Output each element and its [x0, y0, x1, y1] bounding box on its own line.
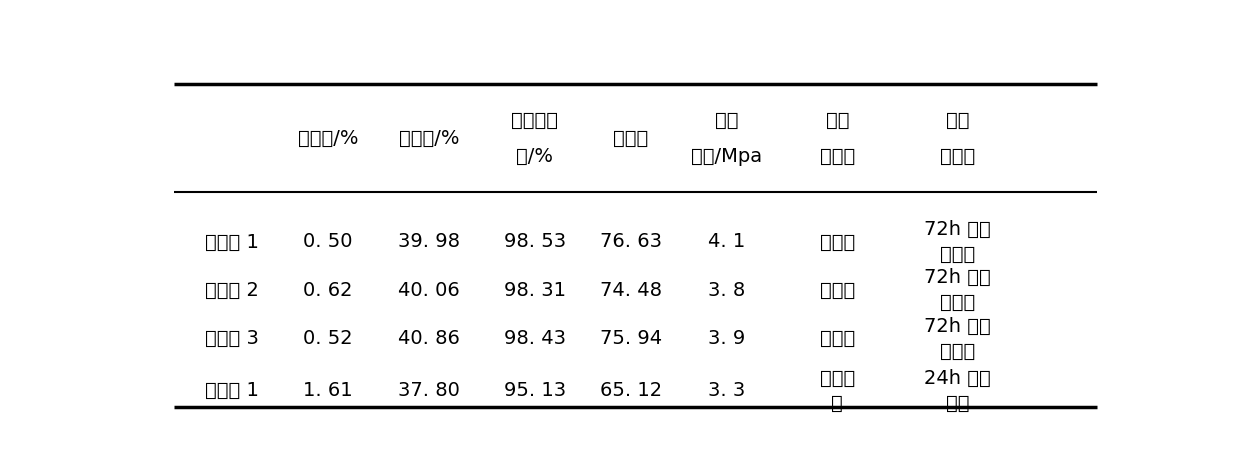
- Text: 3. 3: 3. 3: [708, 381, 745, 400]
- Text: 98. 43: 98. 43: [503, 329, 565, 348]
- Text: 强度/Mpa: 强度/Mpa: [691, 146, 763, 166]
- Text: 0. 50: 0. 50: [304, 232, 352, 252]
- Text: 无分层: 无分层: [820, 329, 854, 348]
- Text: 率/%: 率/%: [516, 146, 553, 166]
- Text: 72h 无明
显变化: 72h 无明 显变化: [924, 220, 991, 264]
- Text: 凝胶率/%: 凝胶率/%: [298, 129, 358, 148]
- Text: 75. 94: 75. 94: [600, 329, 662, 348]
- Text: 24h 分层
沉淀: 24h 分层 沉淀: [924, 369, 991, 412]
- Text: 0. 62: 0. 62: [304, 281, 352, 300]
- Text: 拉伸: 拉伸: [715, 111, 739, 130]
- Text: 无分层: 无分层: [820, 232, 854, 252]
- Text: 98. 53: 98. 53: [503, 232, 565, 252]
- Text: 72h 无明
显变化: 72h 无明 显变化: [924, 268, 991, 312]
- Text: 40. 86: 40. 86: [398, 329, 460, 348]
- Text: 实施例 2: 实施例 2: [205, 281, 259, 300]
- Text: 少量沉
淀: 少量沉 淀: [820, 369, 854, 412]
- Text: 37. 80: 37. 80: [398, 381, 460, 400]
- Text: 76. 63: 76. 63: [600, 232, 662, 252]
- Text: 3. 8: 3. 8: [708, 281, 745, 300]
- Text: 0. 52: 0. 52: [303, 329, 353, 348]
- Text: 98. 31: 98. 31: [503, 281, 565, 300]
- Text: 实施例 3: 实施例 3: [205, 329, 259, 348]
- Text: 接触角: 接触角: [613, 129, 649, 148]
- Text: 实施例 1: 实施例 1: [205, 232, 259, 252]
- Text: 稳定性: 稳定性: [820, 146, 854, 166]
- Text: 比较例 1: 比较例 1: [205, 381, 259, 400]
- Text: 无分层: 无分层: [820, 281, 854, 300]
- Text: 单体转化: 单体转化: [511, 111, 558, 130]
- Text: 74. 48: 74. 48: [600, 281, 662, 300]
- Text: 1. 61: 1. 61: [303, 381, 353, 400]
- Text: 40. 06: 40. 06: [398, 281, 460, 300]
- Text: 95. 13: 95. 13: [503, 381, 565, 400]
- Text: 离心: 离心: [826, 111, 849, 130]
- Text: 化学: 化学: [946, 111, 970, 130]
- Text: 72h 无明
显变化: 72h 无明 显变化: [924, 317, 991, 361]
- Text: 3. 9: 3. 9: [708, 329, 745, 348]
- Text: 固含量/%: 固含量/%: [398, 129, 459, 148]
- Text: 65. 12: 65. 12: [600, 381, 662, 400]
- Text: 稳定性: 稳定性: [940, 146, 975, 166]
- Text: 39. 98: 39. 98: [398, 232, 460, 252]
- Text: 4. 1: 4. 1: [708, 232, 745, 252]
